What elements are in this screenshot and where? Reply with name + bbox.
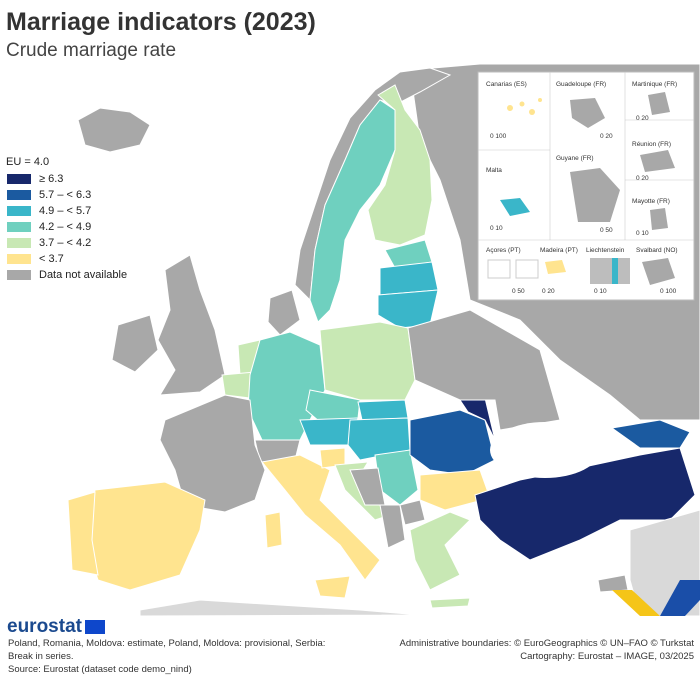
- legend-label: < 3.7: [39, 253, 64, 265]
- region-uk: [157, 254, 226, 396]
- scale-acores: 0 50: [512, 288, 525, 295]
- footnote-text: Poland, Romania, Moldova: estimate, Pola…: [8, 638, 326, 662]
- legend-swatch: [6, 253, 32, 265]
- scale-guyane: 0 50: [600, 227, 613, 234]
- inset-shape-guyane: [570, 168, 620, 222]
- inset-shape-liechtenstein-country: [612, 258, 618, 284]
- inset-label-martinique: Martinique (FR): [632, 81, 677, 88]
- region-denmark: [267, 289, 301, 336]
- credit-cartography: Cartography: Eurostat – IMAGE, 03/2025: [520, 651, 694, 662]
- region-latvia: [379, 261, 439, 296]
- credits: Administrative boundaries: © EuroGeograp…: [399, 637, 694, 663]
- region-poland: [319, 321, 416, 401]
- legend-label: 4.2 – < 4.9: [39, 221, 92, 233]
- credit-boundaries: Administrative boundaries: © EuroGeograp…: [399, 638, 694, 649]
- inset-shape-malta: [500, 198, 530, 216]
- black-sea: [490, 422, 600, 478]
- eurostat-logo-text: eurostat: [7, 616, 82, 637]
- legend-item: 5.7 – < 6.3: [6, 187, 127, 203]
- scale-madeira: 0 20: [542, 288, 555, 295]
- legend-eu-average: EU = 4.0: [6, 156, 50, 168]
- legend-item: < 3.7: [6, 251, 127, 267]
- region-france: [159, 394, 266, 513]
- inset-label-acores: Açores (PT): [486, 247, 521, 254]
- inset-shape-reunion: [640, 150, 675, 172]
- scale-mayotte: 0 10: [636, 230, 649, 237]
- scale-canarias: 0 100: [490, 133, 507, 140]
- region-spain: [84, 481, 206, 591]
- legend-label: 5.7 – < 6.3: [39, 189, 92, 201]
- region-cyprus: [597, 574, 629, 593]
- region-iceland: [77, 107, 151, 153]
- eurostat-ribbon-blue: [660, 580, 700, 616]
- inset-shape-guadeloupe: [570, 98, 605, 128]
- legend-swatch: [6, 205, 32, 217]
- region-slovakia: [357, 399, 409, 421]
- legend-swatch: [6, 189, 32, 201]
- region-crete: [429, 597, 471, 609]
- legend-label: 3.7 – < 4.2: [39, 237, 92, 249]
- map-subtitle: Crude marriage rate: [6, 40, 177, 61]
- eu-flag-icon: [84, 619, 105, 634]
- scale-martinique: 0 20: [636, 115, 649, 122]
- scale-malta: 0 10: [490, 225, 503, 232]
- region-sicily: [314, 575, 351, 599]
- region-georgia: [610, 419, 691, 449]
- legend-item: 4.2 – < 4.9: [6, 219, 127, 235]
- legend-swatch: [6, 173, 32, 185]
- region-romania: [409, 409, 496, 476]
- region-bulgaria: [419, 469, 491, 511]
- eurostat-logo: eurostat: [7, 616, 105, 638]
- inset-label-liechtenstein: Liechtenstein: [586, 247, 625, 254]
- inset-label-reunion: Réunion (FR): [632, 141, 671, 148]
- map-footer: eurostat Poland, Romania, Moldova: estim…: [0, 612, 700, 700]
- legend-item: 3.7 – < 4.2: [6, 235, 127, 251]
- legend-swatch: [6, 269, 32, 281]
- legend-label: 4.9 – < 5.7: [39, 205, 92, 217]
- inset-label-madeira: Madeira (PT): [540, 247, 578, 254]
- inset-shape-acores: [487, 259, 511, 279]
- source-text: Source: Eurostat (dataset code demo_nind…: [8, 664, 192, 675]
- inset-shape-svalbard: [642, 258, 675, 285]
- footnote: Poland, Romania, Moldova: estimate, Pola…: [8, 637, 328, 676]
- map-legend: EU = 4.0 ≥ 6.3 5.7 – < 6.3 4.9 – < 5.7 4…: [6, 156, 127, 283]
- legend-label: ≥ 6.3: [39, 173, 64, 185]
- legend-item: ≥ 6.3: [6, 171, 127, 187]
- region-italy: [261, 454, 381, 581]
- inset-shape-canarias: [507, 98, 542, 115]
- legend-label: Data not available: [39, 269, 128, 281]
- choropleth-map: Canarias (ES) Guadeloupe (FR) Martinique…: [67, 63, 700, 617]
- inset-shape-mayotte: [650, 208, 668, 230]
- inset-shape-martinique: [648, 92, 670, 115]
- inset-label-guadeloupe: Guadeloupe (FR): [556, 81, 606, 88]
- scale-liechtenstein: 0 10: [594, 288, 607, 295]
- region-greece: [409, 511, 471, 591]
- legend-item: Data not available: [6, 267, 127, 283]
- inset-shape-madeira: [515, 259, 539, 279]
- region-ireland: [111, 314, 159, 373]
- map-title: Marriage indicators (2023): [6, 8, 316, 36]
- legend-item: 4.9 – < 5.7: [6, 203, 127, 219]
- legend-swatch: [6, 237, 32, 249]
- region-portugal: [67, 491, 99, 576]
- inset-label-svalbard: Svalbard (NO): [636, 247, 678, 254]
- inset-label-mayotte: Mayotte (FR): [632, 198, 670, 205]
- region-finland: [367, 84, 433, 246]
- region-sardinia: [264, 511, 283, 549]
- inset-label-guyane: Guyane (FR): [556, 155, 594, 162]
- inset-label-canarias: Canarias (ES): [486, 81, 527, 88]
- inset-shape-madeira-island: [545, 260, 566, 274]
- region-ukraine: [407, 309, 561, 431]
- region-montenegro-albania: [379, 504, 406, 549]
- region-north-macedonia: [399, 499, 426, 526]
- eurostat-ribbon-yellow: [612, 590, 660, 616]
- scale-svalbard: 0 100: [660, 288, 677, 295]
- inset-shape-liechtenstein: [590, 258, 630, 284]
- scale-guadeloupe: 0 20: [600, 133, 613, 140]
- scale-reunion: 0 20: [636, 175, 649, 182]
- inset-label-malta: Malta: [486, 167, 502, 174]
- map-area: Canarias (ES) Guadeloupe (FR) Martinique…: [0, 63, 700, 617]
- legend-swatch: [6, 221, 32, 233]
